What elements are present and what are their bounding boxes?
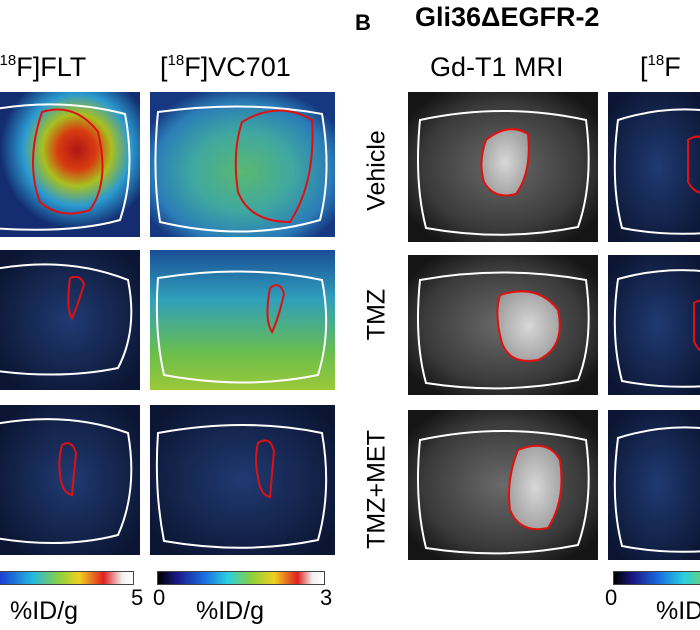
image-pet-b-vehicle [608, 92, 700, 242]
image-mri-tmz [408, 255, 598, 395]
header-vc701: [18F]VC701 [160, 52, 291, 82]
image-vc701-tmz-met [150, 405, 335, 555]
row-label-tmz-met: TMZ+MET [362, 430, 391, 549]
image-mri-vehicle [408, 92, 598, 242]
image-mri-tmz-met [408, 410, 598, 560]
image-flt-vehicle [0, 92, 140, 237]
colorbar-pet-b-unit: %ID [656, 597, 700, 625]
image-flt-tmz-met [0, 405, 140, 555]
colorbar-vc701-max: 3 [320, 585, 333, 610]
colorbar-vc701-unit: %ID/g [196, 597, 265, 625]
image-pet-b-tmz-met [608, 410, 700, 560]
panel-letter-b: B [355, 10, 371, 35]
image-flt-tmz [0, 250, 140, 390]
image-vc701-vehicle [150, 92, 335, 237]
colorbar-vc701-min: 0 [153, 585, 166, 610]
header-pet-b: [18F [640, 52, 681, 82]
colorbar-flt [0, 571, 134, 585]
colorbar-pet-b [613, 571, 700, 585]
colorbar-vc701 [157, 571, 325, 585]
image-pet-b-tmz [608, 255, 700, 395]
colorbar-flt-unit: %ID/g [10, 597, 79, 625]
row-label-tmz: TMZ [362, 288, 391, 341]
colorbar-flt-max: 5 [131, 585, 144, 610]
panel-title-b: Gli36ΔEGFR-2 [415, 2, 600, 32]
colorbar-pet-b-min: 0 [605, 585, 618, 610]
header-flt: [18F]FLT [0, 52, 87, 82]
header-mri: Gd-T1 MRI [430, 52, 564, 82]
image-vc701-tmz [150, 250, 335, 390]
row-label-vehicle: Vehicle [362, 130, 391, 211]
